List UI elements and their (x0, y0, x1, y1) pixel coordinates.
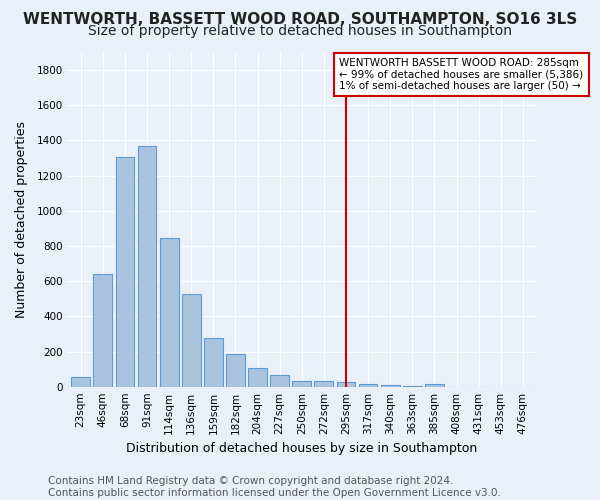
Bar (204, 338, 223, 386)
Bar (381, 385, 400, 386)
Bar (359, 384, 377, 386)
Bar (226, 354, 245, 386)
Bar (116, 157, 134, 386)
X-axis label: Distribution of detached houses by size in Southampton: Distribution of detached houses by size … (126, 442, 478, 455)
Bar (137, 146, 157, 386)
Bar (94, 274, 112, 386)
Bar (71, 377, 90, 386)
Text: Contains HM Land Registry data © Crown copyright and database right 2024.
Contai: Contains HM Land Registry data © Crown c… (48, 476, 501, 498)
Bar (425, 384, 444, 386)
Y-axis label: Number of detached properties: Number of detached properties (15, 121, 28, 318)
Bar (182, 294, 200, 386)
Bar (248, 368, 267, 386)
Bar (314, 381, 333, 386)
Bar (270, 374, 289, 386)
Bar (160, 238, 179, 386)
Text: WENTWORTH, BASSETT WOOD ROAD, SOUTHAMPTON, SO16 3LS: WENTWORTH, BASSETT WOOD ROAD, SOUTHAMPTO… (23, 12, 577, 26)
Text: Size of property relative to detached houses in Southampton: Size of property relative to detached ho… (88, 24, 512, 38)
Bar (292, 380, 311, 386)
Text: WENTWORTH BASSETT WOOD ROAD: 285sqm
← 99% of detached houses are smaller (5,386): WENTWORTH BASSETT WOOD ROAD: 285sqm ← 99… (340, 58, 583, 91)
Bar (337, 382, 355, 386)
